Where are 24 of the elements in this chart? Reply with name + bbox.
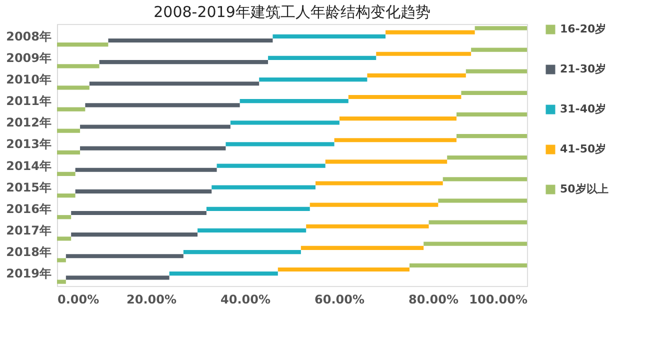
chart-title: 2008-2019年建筑工人年龄结构变化趋势 bbox=[154, 3, 430, 21]
y-tick-label: 2012年 bbox=[6, 116, 52, 130]
legend-label: 41-50岁 bbox=[560, 142, 606, 156]
x-tick-label: 20.00% bbox=[126, 292, 176, 306]
x-tick-label: 100.00% bbox=[469, 292, 528, 306]
y-tick-label: 2011年 bbox=[6, 94, 52, 108]
y-tick-label: 2017年 bbox=[6, 223, 52, 238]
legend-label: 31-40岁 bbox=[560, 102, 606, 116]
x-tick-label: 40.00% bbox=[220, 292, 270, 306]
y-tick-label: 2014年 bbox=[6, 158, 52, 173]
legend-label: 21-30岁 bbox=[560, 62, 606, 76]
y-tick-label: 2009年 bbox=[6, 50, 52, 65]
y-tick-label: 2010年 bbox=[6, 72, 52, 87]
y-tick-label: 2018年 bbox=[6, 245, 52, 260]
x-tick-label: 0.00% bbox=[58, 292, 100, 306]
y-tick-label: 2008年 bbox=[6, 29, 52, 44]
y-tick-label: 2016年 bbox=[6, 202, 52, 216]
legend-label: 16-20岁 bbox=[560, 22, 606, 36]
y-tick-label: 2013年 bbox=[6, 137, 52, 152]
y-tick-label: 2019年 bbox=[6, 266, 52, 281]
legend-label: 50岁以上 bbox=[560, 182, 608, 196]
y-tick-label: 2015年 bbox=[6, 180, 52, 194]
x-tick-label: 60.00% bbox=[314, 292, 364, 306]
x-tick-label: 80.00% bbox=[408, 292, 458, 306]
